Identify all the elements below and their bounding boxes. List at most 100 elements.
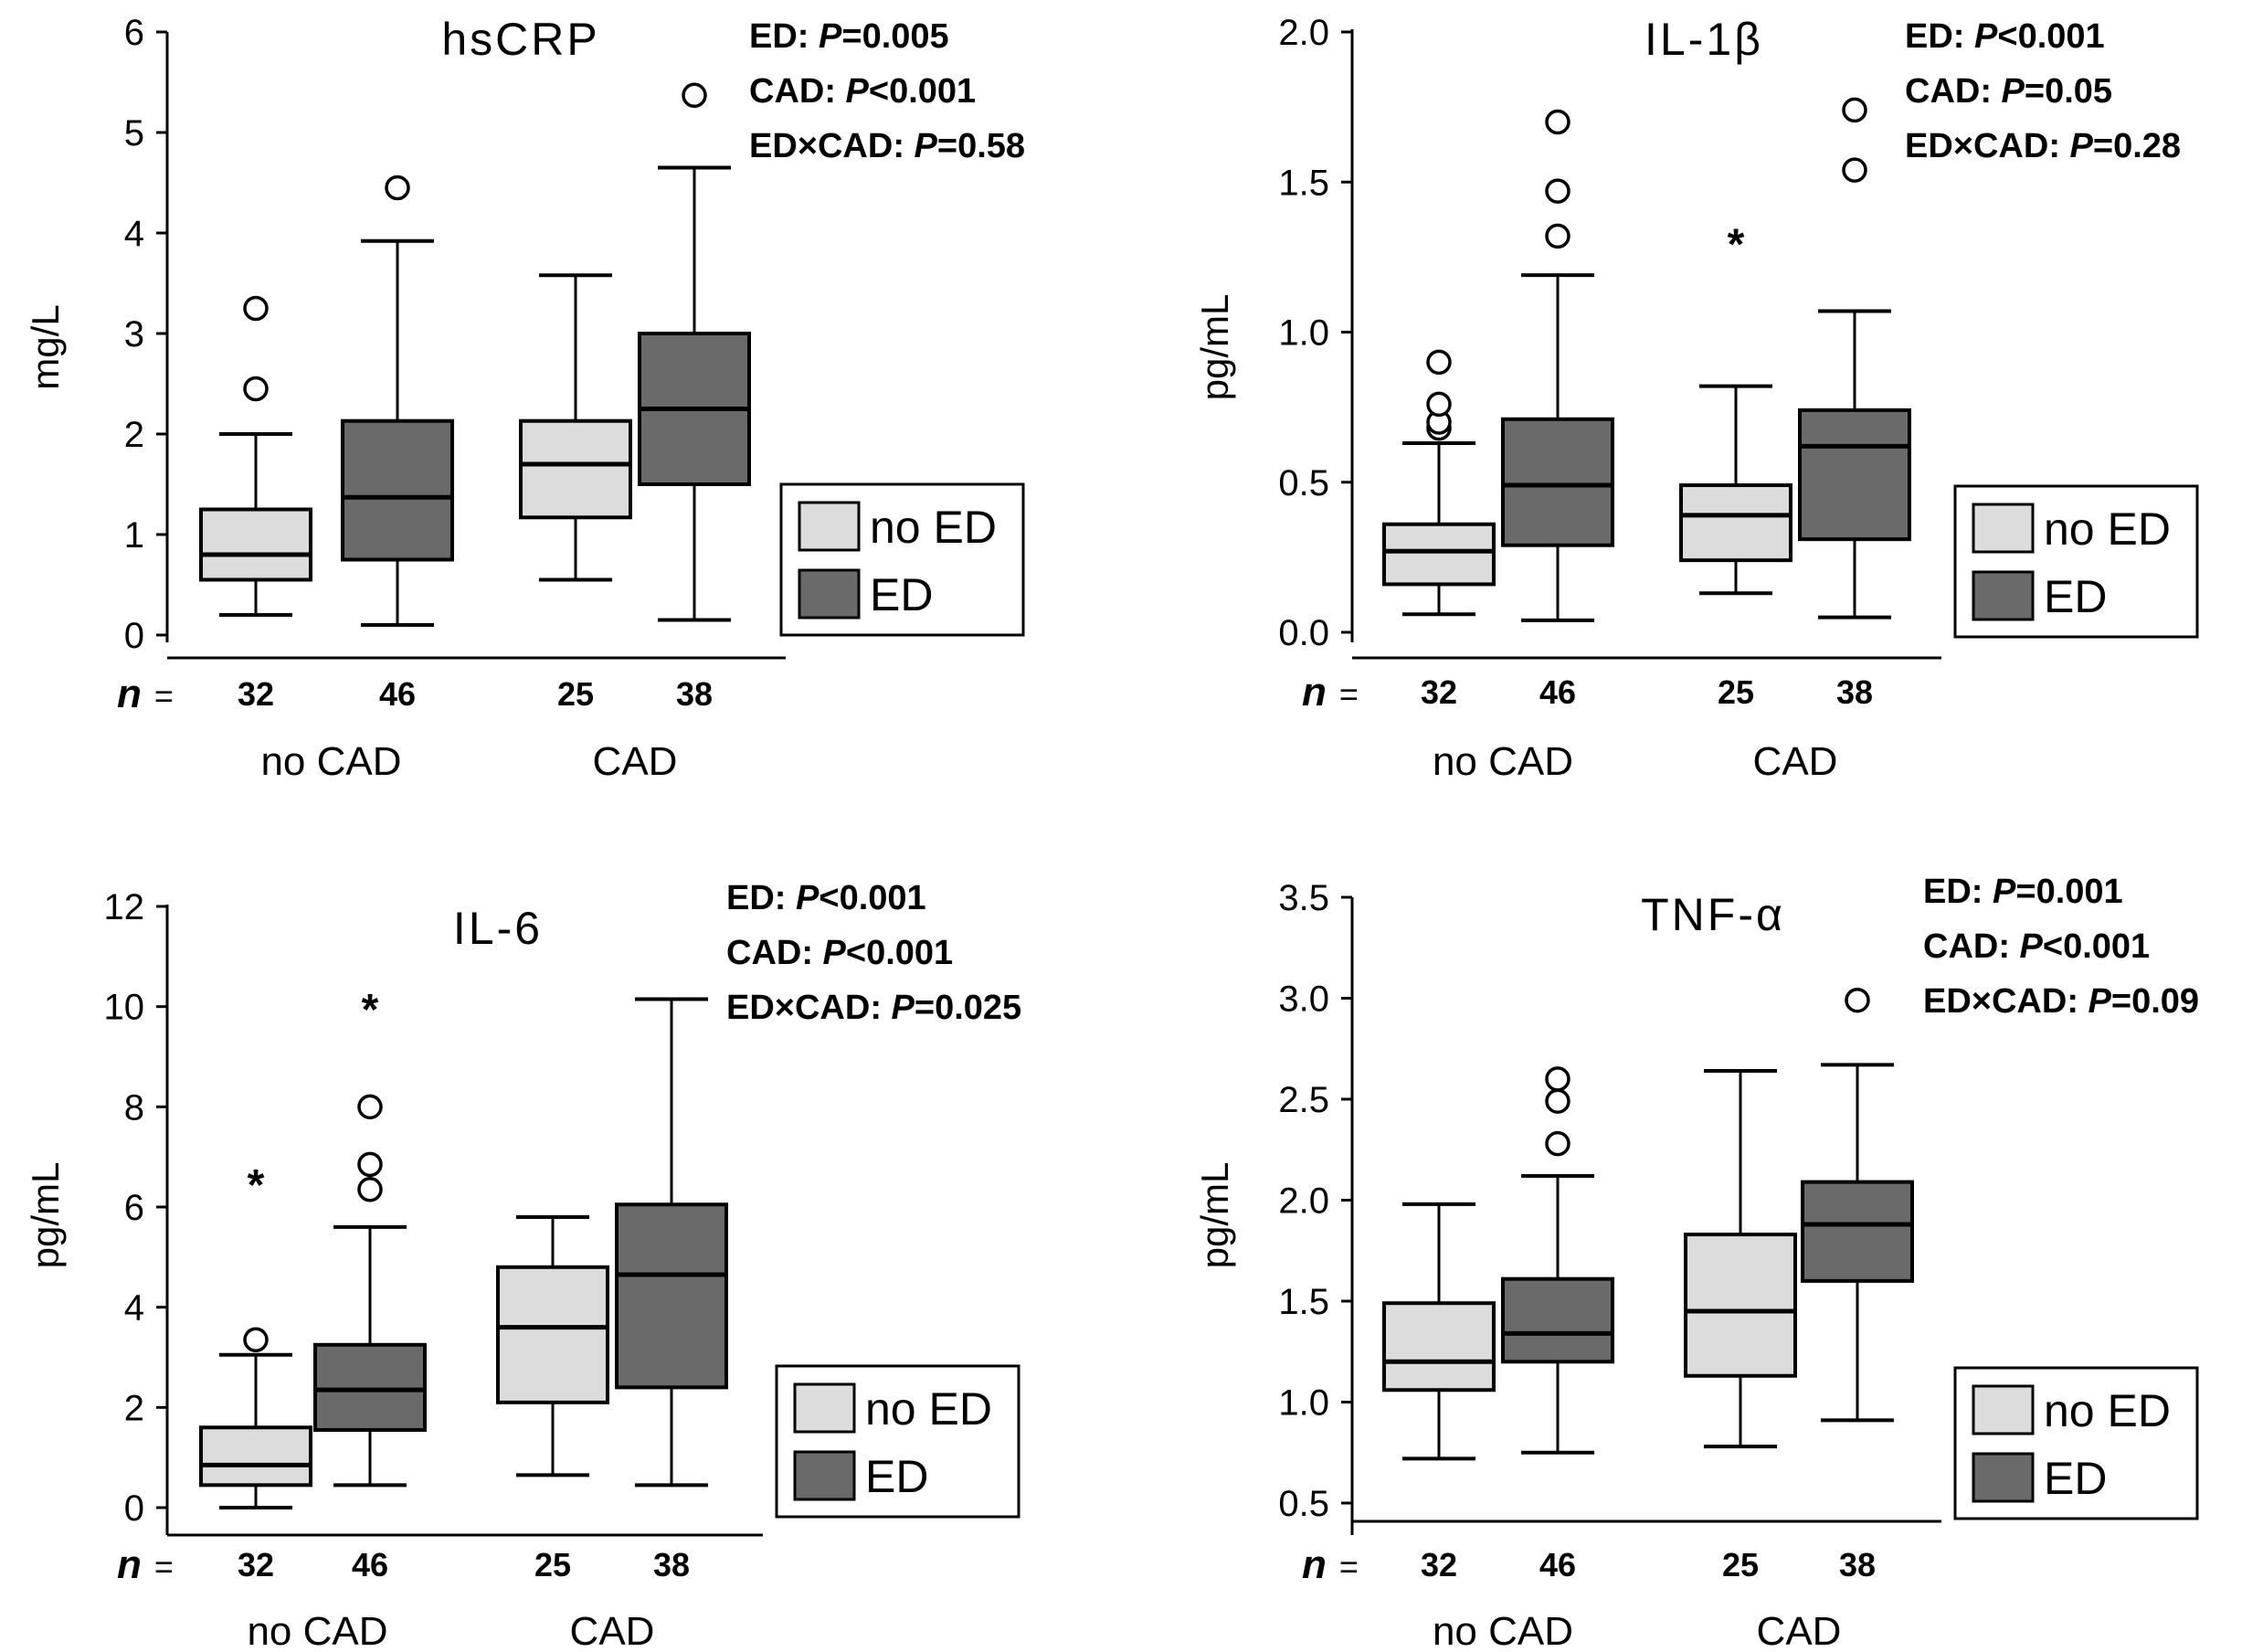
n-value: 25 [1718,673,1754,711]
y-axis-label: pg/mL [24,1162,67,1269]
y-tick-label: 5 [124,113,144,154]
outlier-point [357,1177,383,1202]
box-plot-1 [1501,109,1614,622]
outlier-point [1545,109,1570,135]
y-tick-label: 10 [104,988,145,1028]
legend-swatch-ed [1972,570,2035,621]
n-equals: = [1339,675,1359,713]
stat-value: <0.001 [2043,927,2150,966]
n-value: 38 [1839,1546,1876,1583]
box-plot-3 [1798,97,1911,620]
stat-sep: : [870,989,891,1027]
stat-label: ED [749,17,798,56]
stat-value: <0.001 [1997,17,2104,56]
box-plot-0: * [199,1161,312,1509]
legend-label-ed: ED [865,1451,928,1502]
stat-sep: : [801,934,822,972]
outlier-point [357,1094,383,1120]
n-value: 46 [1539,1546,1576,1583]
outlier-point [682,82,707,109]
box-plot-3 [1801,987,1914,1423]
legend-swatch-no-ed [798,501,861,552]
n-symbol: n [1302,670,1327,715]
stat-label: ED×CAD [1905,127,2048,165]
n-equals: = [154,1548,174,1585]
stat-label: ED [1905,17,1953,56]
box-plot-3 [638,82,751,622]
legend: no ED ED [775,1364,1020,1519]
outlier-point [1426,349,1452,376]
y-tick-label: 0 [124,1488,144,1529]
stat-p: P [1993,873,2016,911]
legend-swatch-ed [798,568,861,620]
n-label: n = [117,672,174,716]
legend-swatch-no-ed [1972,503,2035,554]
group-label-cad: CAD [1757,1609,1842,1652]
n-label: n = [1302,1542,1359,1587]
legend-label-no-ed: no ED [2044,503,2171,555]
y-tick-label: 1.5 [1278,1282,1329,1322]
extreme-point: * [248,1161,265,1210]
y-tick-label: 0 [124,616,144,656]
stat-sep: : [798,17,819,56]
legend: no ED ED [1953,1366,2199,1520]
group-label-no-cad: no CAD [260,739,401,784]
stat-value: =0.05 [2025,72,2112,111]
stat-value: =0.001 [2015,873,2122,911]
stat-line: ED×CAD: P=0.28 [1905,127,2181,165]
y-tick-label: 1 [124,515,144,556]
box-plot-2 [496,1214,609,1477]
group-label-no-cad: no CAD [1433,1609,1573,1652]
stat-p: P [2070,127,2094,165]
y-tick-label: 8 [124,1087,144,1128]
group-label-cad: CAD [570,1609,655,1652]
n-value: 46 [352,1546,388,1583]
stat-label: ED×CAD [1923,982,2067,1021]
legend-swatch-ed [1972,1452,2035,1503]
stat-p: P [823,934,847,972]
box-plot-0 [199,295,312,617]
n-value: 25 [1722,1546,1759,1583]
box-iqr [496,1265,609,1404]
y-axis-label: pg/mL [1193,294,1236,401]
stat-p: P [1974,17,1998,56]
n-value: 46 [379,675,416,713]
box-plot-1 [1501,1066,1614,1455]
stat-line: ED×CAD: P=0.025 [726,989,1021,1027]
outlier-point [1545,1130,1570,1157]
y-tick-label: 3 [124,314,144,355]
box-iqr [615,1202,728,1390]
box-plot-0 [1382,349,1496,617]
stat-line: ED×CAD: P=0.09 [1923,982,2199,1021]
y-tick-label: 2 [124,1388,144,1428]
stat-value: =0.28 [2093,127,2181,165]
outlier-point [243,1327,269,1353]
stat-value: =0.005 [841,17,948,56]
legend-label-no-ed: no ED [865,1383,992,1435]
box-iqr [1382,1301,1496,1393]
stat-sep: : [824,72,845,111]
stat-line: ED: P=0.001 [1923,873,2123,911]
box-plot-1: * [313,986,427,1488]
group-label-cad: CAD [1753,739,1838,784]
stat-line: CAD: P=0.05 [1905,72,2112,111]
outlier-point [243,376,269,402]
legend-label-ed: ED [870,569,933,620]
y-axis-label: pg/mL [1193,1162,1236,1269]
box-plot-2 [519,273,632,582]
n-label: n = [117,1542,174,1587]
y-axis-label: mg/L [24,304,67,389]
group-label-no-cad: no CAD [1433,739,1573,784]
box-iqr [199,1425,312,1488]
stat-sep: : [2048,127,2069,165]
outlier-point [357,1151,383,1178]
chart-title: hsCRP [441,14,599,65]
n-symbol: n [117,672,142,716]
y-tick-label: 2.5 [1278,1080,1329,1120]
n-value: 38 [1836,673,1873,711]
n-value: 38 [653,1546,690,1583]
